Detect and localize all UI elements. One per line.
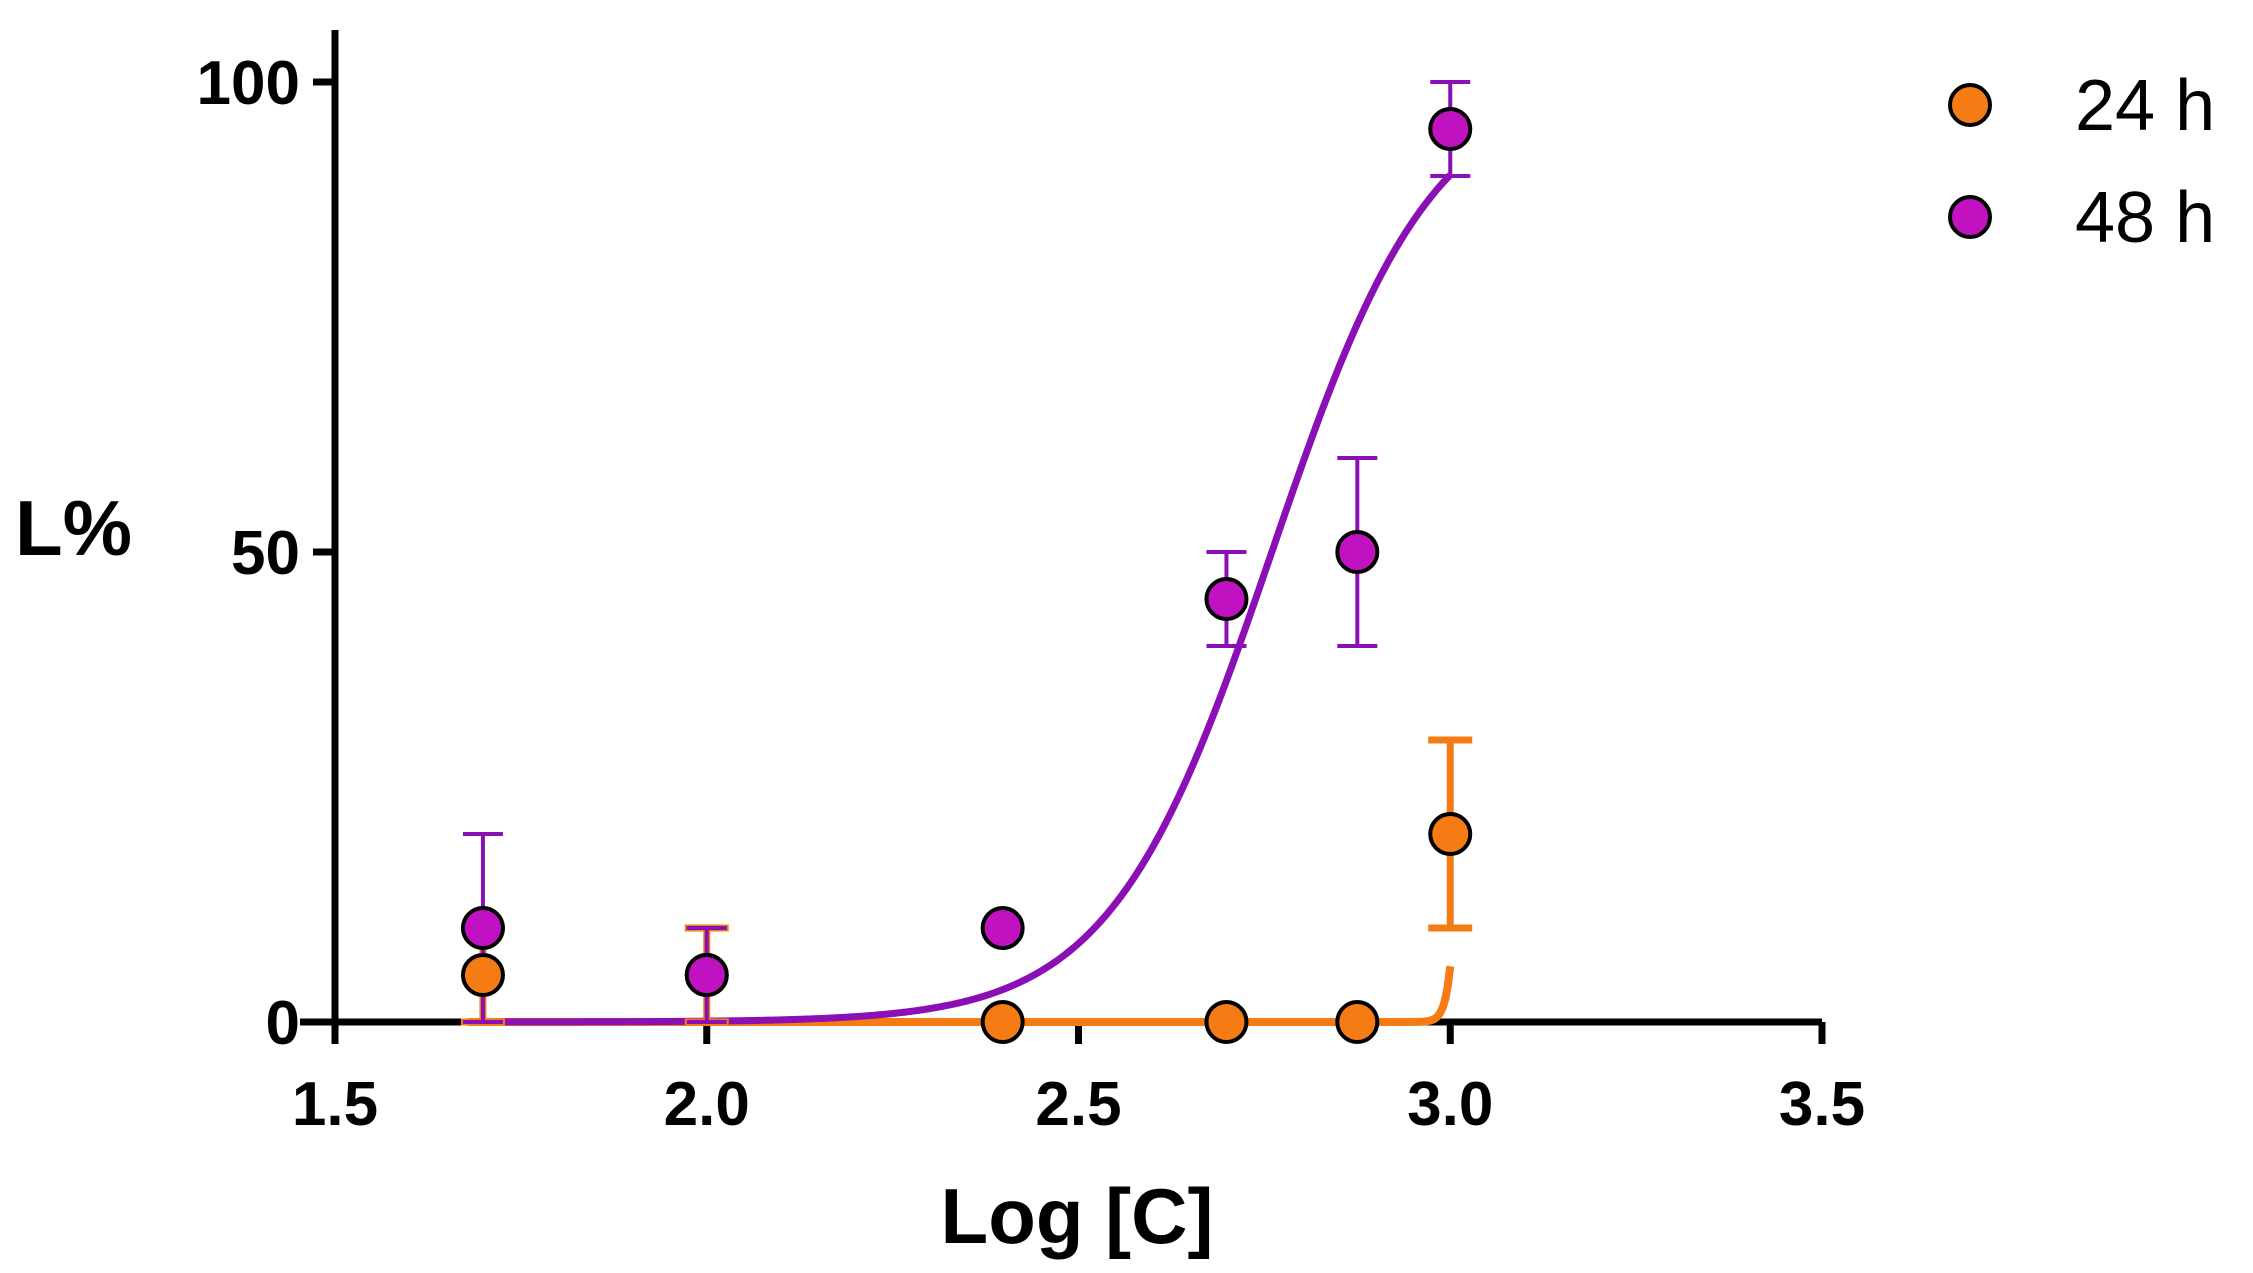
data-point-48h <box>460 906 505 950</box>
legend-marker-48h <box>1948 195 1992 239</box>
fit-curve-24h <box>468 965 1455 1026</box>
data-points <box>460 107 1473 1044</box>
legend: 24 h 48 h <box>1948 66 2215 258</box>
x-tick-label: 3.0 <box>1407 1070 1493 1139</box>
data-point-48h <box>1428 107 1473 151</box>
fit-curve-48h <box>468 172 1453 1026</box>
legend-label-48h: 48 h <box>2075 178 2215 258</box>
data-point-24h <box>1428 812 1473 856</box>
x-tick-label: 2.0 <box>664 1070 750 1139</box>
y-tick-label: 100 <box>197 49 300 118</box>
data-point-48h <box>980 906 1025 950</box>
x-tick-label: 2.5 <box>1035 1070 1121 1139</box>
x-tick-label: 1.5 <box>292 1070 378 1139</box>
x-tick-label: 3.5 <box>1779 1070 1865 1139</box>
data-point-48h <box>1204 577 1249 621</box>
data-point-24h <box>980 1000 1025 1044</box>
y-axis-title: L% <box>15 484 132 572</box>
y-tick-label: 0 <box>266 989 300 1058</box>
data-point-48h <box>1335 530 1380 574</box>
data-point-24h <box>460 953 505 997</box>
error-bars <box>460 80 1473 1026</box>
axis-ticks: 1.5 2.0 2.5 3.0 3.5 0 50 100 <box>197 49 1866 1139</box>
data-point-24h <box>1335 1000 1380 1044</box>
legend-marker-24h <box>1948 83 1992 127</box>
data-point-24h <box>1204 1000 1249 1044</box>
x-axis-title: Log [C] <box>941 1172 1214 1260</box>
legend-label-24h: 24 h <box>2075 66 2215 146</box>
y-tick-label: 50 <box>231 519 300 588</box>
data-point-48h <box>684 953 729 997</box>
fit-curves <box>468 172 1455 1026</box>
